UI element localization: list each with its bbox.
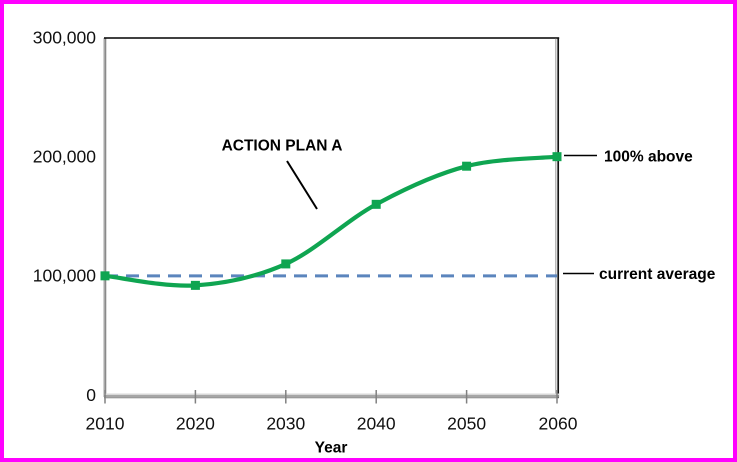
series-marker [281, 259, 291, 269]
series-marker [552, 152, 562, 162]
x-axis-title: Year [315, 440, 348, 457]
series-marker [462, 161, 472, 171]
y-tick-label-200000: 200,000 [33, 147, 97, 167]
plan-label: ACTION PLAN A [222, 138, 343, 155]
series-line-action-plan-a [102, 154, 560, 288]
y-tick-label-100000: 100,000 [33, 266, 97, 286]
y-axis-labels: 300,000 200,000 100,000 0 [33, 28, 97, 406]
x-tick-label-2060: 2060 [539, 414, 578, 434]
series-marker [190, 280, 200, 290]
x-axis-labels: 2010 2020 2030 2040 2050 2060 [86, 414, 578, 434]
plot-frame [103, 37, 560, 399]
x-tick-label-2030: 2030 [266, 414, 305, 434]
y-tick-label-0: 0 [86, 385, 96, 405]
x-tick-label-2010: 2010 [86, 414, 125, 434]
series-marker [100, 271, 110, 281]
y-tick-label-300000: 300,000 [33, 28, 97, 48]
plan-label-leader-line [286, 160, 318, 210]
chart-geometry [100, 152, 562, 404]
x-tick-label-2020: 2020 [176, 414, 215, 434]
end-label: 100% above [604, 149, 693, 166]
x-tick-label-2040: 2040 [357, 414, 396, 434]
annotation-leaders [286, 154, 597, 275]
reference-label: current average [599, 266, 716, 283]
x-tick-label-2050: 2050 [447, 414, 486, 434]
series-marker [371, 199, 381, 209]
